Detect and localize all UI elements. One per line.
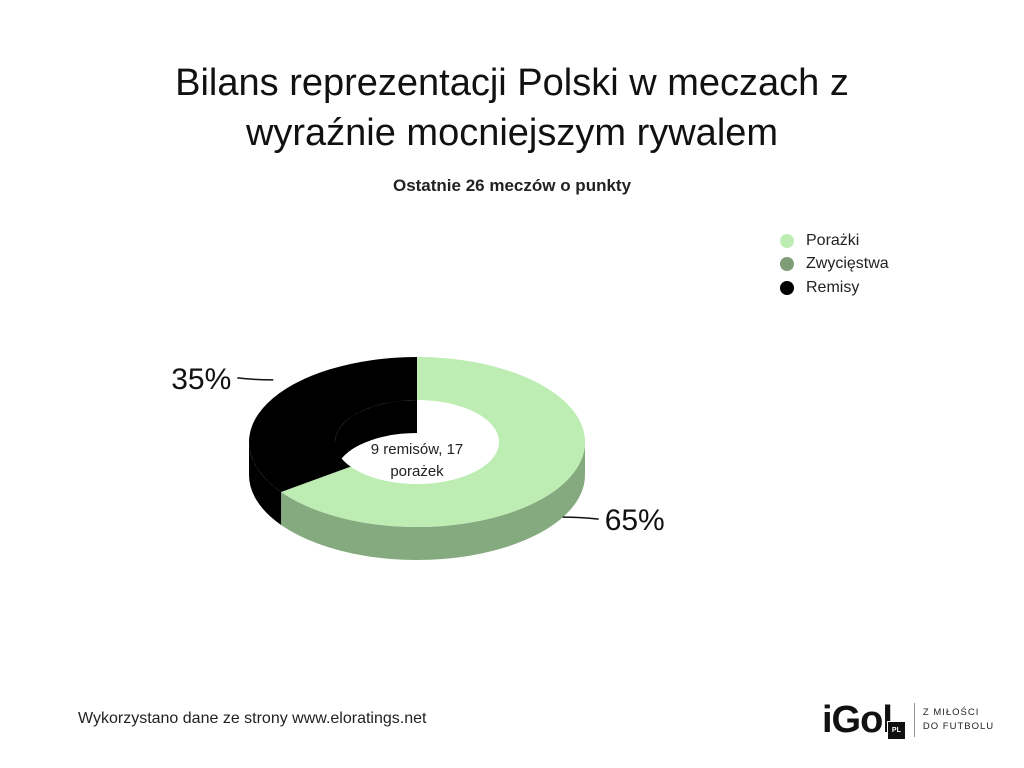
slice-Remisy (249, 357, 417, 492)
donut-inner-walls (335, 400, 417, 475)
logo-tagline-line-1: Z MIŁOŚCI (922, 707, 980, 718)
logo-tagline-line-2: DO FUTBOLU (922, 721, 995, 732)
logo-tagline: Z MIŁOŚCI DO FUTBOLU (923, 706, 994, 734)
outer-wall-Remisy (249, 442, 282, 525)
inner-wall-Remisy (335, 400, 417, 475)
logo-badge: PL (886, 721, 906, 740)
legend-swatch (780, 257, 794, 272)
legend-label: Zwycięstwa (806, 255, 889, 273)
chart-title: Bilans reprezentacji Polski w meczach z … (0, 58, 1024, 158)
logo-divider (913, 703, 915, 737)
data-source-note: Wykorzystano dane ze strony www.eloratin… (78, 710, 427, 727)
legend-label: Remisy (806, 278, 860, 296)
chart-title-line-2: wyraźnie mocniejszym rywalem (245, 112, 779, 154)
chart-title-line-1: Bilans reprezentacji Polski w meczach z (175, 62, 849, 104)
logo-wordmark: iGol PL (822, 699, 906, 741)
data-label-Porażki: 65% (605, 504, 665, 537)
legend-item: Porażki (780, 229, 889, 253)
leader-line-Porażki (562, 516, 599, 520)
center-label-line-1: 9 remisów, 17 (371, 441, 464, 458)
igol-logo: iGol PL Z MIŁOŚCI DO FUTBOLU (822, 700, 994, 740)
outer-wall-Porażki (281, 442, 585, 560)
legend-label: Porażki (806, 231, 860, 249)
donut-outer-walls (249, 442, 585, 560)
slice-Porażki (281, 357, 585, 527)
data-label-Remisy: 35% (171, 363, 231, 396)
legend-item: Zwycięstwa (780, 253, 889, 277)
chart-subtitle: Ostatnie 26 meczów o punkty (392, 176, 632, 195)
center-label-line-2: porażek (390, 463, 444, 480)
chart-legend: Porażki Zwycięstwa Remisy (780, 229, 889, 300)
donut-top-faces (249, 357, 585, 527)
leader-line-Remisy (237, 377, 274, 381)
legend-swatch (780, 280, 794, 295)
legend-swatch (780, 233, 794, 248)
legend-item: Remisy (780, 276, 889, 300)
logo-text: iGol (822, 699, 893, 741)
